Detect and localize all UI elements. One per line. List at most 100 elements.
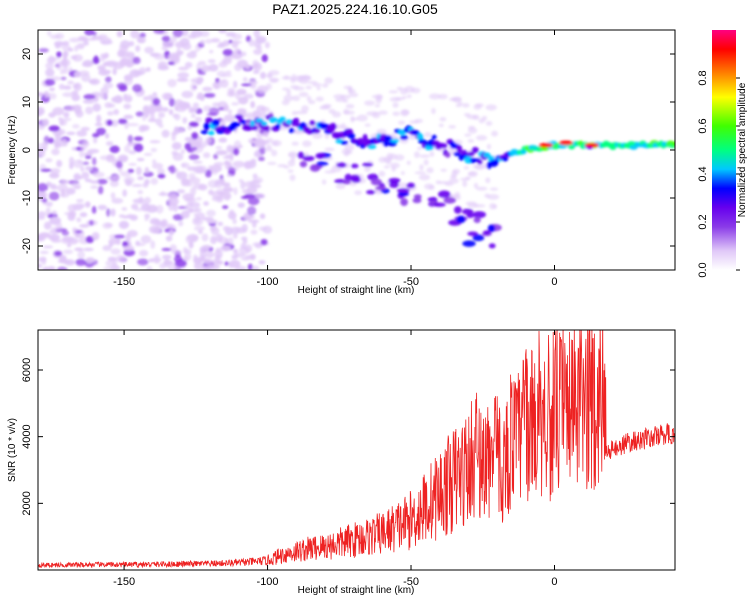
heatmap-cell — [374, 104, 381, 108]
heatmap-cell — [45, 62, 54, 70]
heatmap-cell — [204, 258, 214, 265]
heatmap-cell — [110, 192, 116, 200]
heatmap-cell — [135, 111, 145, 117]
heatmap-cell — [289, 174, 296, 181]
heatmap-cell — [83, 247, 94, 252]
heatmap-x-tick-label: 0 — [551, 276, 557, 288]
heatmap-cell — [232, 248, 238, 254]
heatmap-cell — [81, 171, 90, 180]
heatmap-cell — [367, 144, 377, 149]
heatmap-cell — [91, 206, 97, 214]
heatmap-cell — [215, 150, 228, 156]
heatmap-cell — [357, 137, 364, 146]
heatmap-cell — [453, 206, 462, 214]
heatmap-cell — [55, 141, 62, 149]
heatmap-cell — [145, 67, 151, 72]
heatmap-cell — [240, 119, 247, 125]
heatmap-cell — [271, 149, 278, 157]
heatmap-cell — [62, 50, 69, 57]
heatmap-cell — [70, 183, 82, 188]
heatmap-cell — [80, 203, 85, 209]
snr-xlabel: Height of straight line (km) — [298, 585, 415, 596]
heatmap-cell — [241, 236, 248, 241]
heatmap-cell — [383, 135, 393, 143]
snr-x-ticks: -150 -100 -50 0 — [113, 330, 558, 588]
heatmap-cell — [137, 189, 144, 195]
heatmap-cell — [448, 178, 459, 184]
snr-x-tick-label: -50 — [403, 576, 419, 588]
heatmap-cell — [105, 76, 112, 83]
heatmap-cell — [201, 244, 212, 250]
heatmap-cell — [454, 191, 461, 198]
heatmap-cell — [60, 76, 67, 81]
heatmap-cell — [366, 190, 376, 195]
heatmap-cell — [133, 143, 144, 152]
chart-title: PAZ1.2025.224.16.10.G05 — [272, 1, 438, 17]
heatmap-cell — [168, 109, 174, 115]
heatmap-cell — [92, 157, 97, 166]
heatmap-cell — [390, 138, 400, 143]
heatmap-cell — [44, 78, 56, 86]
heatmap-cell — [299, 79, 309, 85]
heatmap-cell — [269, 78, 279, 83]
heatmap-cell — [331, 111, 342, 118]
heatmap-cell — [48, 172, 60, 179]
heatmap-cell — [49, 216, 61, 225]
heatmap-cell — [252, 176, 264, 184]
heatmap-cell — [80, 145, 87, 151]
heatmap-cell — [143, 96, 149, 101]
heatmap-cell — [167, 53, 179, 62]
heatmap-cell — [208, 64, 219, 72]
heatmap-cell — [462, 103, 470, 108]
heatmap-cell — [392, 111, 400, 116]
heatmap-cell — [101, 53, 109, 60]
heatmap-cell — [67, 204, 77, 213]
heatmap-cell — [144, 46, 154, 54]
heatmap-cell — [433, 202, 446, 207]
heatmap-cell — [487, 224, 496, 233]
heatmap-cell — [340, 122, 346, 130]
heatmap-cell — [347, 86, 353, 91]
heatmap-cell — [350, 117, 359, 121]
heatmap-cell — [165, 235, 173, 242]
heatmap-cell — [210, 38, 221, 43]
heatmap-cell — [172, 152, 184, 161]
heatmap-cell — [389, 162, 400, 169]
snr-y-tick-label: 4000 — [21, 424, 33, 448]
heatmap-cell — [302, 155, 315, 162]
heatmap-cell — [171, 142, 182, 150]
heatmap-cell — [161, 129, 170, 138]
heatmap-cell — [181, 162, 190, 169]
heatmap-cell — [232, 232, 238, 239]
heatmap-cell — [224, 261, 229, 266]
heatmap-cell — [184, 136, 195, 142]
heatmap-cell — [332, 165, 338, 169]
heatmap-cell — [106, 119, 113, 126]
heatmap-cell — [315, 96, 324, 102]
heatmap-cell — [258, 226, 267, 232]
heatmap-cell — [192, 102, 200, 109]
heatmap-cell — [109, 145, 120, 154]
heatmap-cell — [180, 149, 186, 155]
heatmap-cell — [38, 143, 43, 147]
heatmap-cell — [48, 183, 57, 189]
heatmap-cell — [260, 121, 268, 126]
snr-ylabel: SNR (10 * v/v) — [7, 418, 18, 482]
heatmap-cell — [400, 171, 405, 176]
heatmap-cell — [399, 87, 408, 95]
heatmap-cell — [61, 44, 71, 51]
heatmap-cell — [113, 95, 123, 104]
heatmap-cell — [487, 194, 500, 200]
heatmap-cell — [193, 254, 198, 261]
heatmap-cell — [212, 81, 223, 90]
heatmap-cell — [306, 95, 312, 102]
heatmap-cell — [383, 165, 390, 169]
heatmap-cell — [424, 131, 432, 138]
heatmap-cell — [378, 110, 388, 115]
heatmap-cell — [485, 121, 493, 126]
heatmap-cell — [143, 152, 153, 156]
heatmap-cell — [60, 58, 71, 68]
heatmap-cell — [47, 266, 56, 270]
heatmap-cell — [283, 165, 290, 169]
heatmap-cell — [178, 220, 184, 227]
